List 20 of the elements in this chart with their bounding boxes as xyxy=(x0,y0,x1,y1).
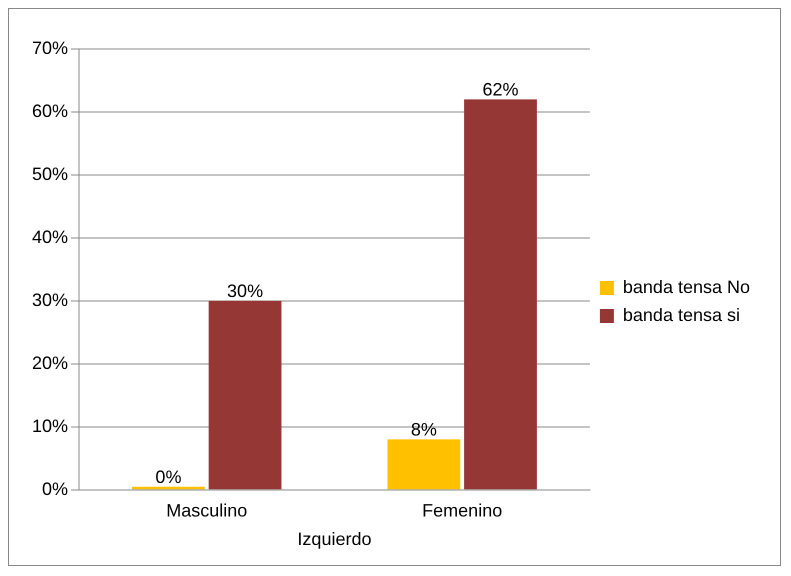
y-tick-label: 0% xyxy=(42,478,68,499)
y-tick-label: 70% xyxy=(32,38,68,58)
data-label: 62% xyxy=(482,79,519,100)
y-tick-label: 10% xyxy=(32,416,68,436)
y-tick-label: 40% xyxy=(32,226,68,247)
bar xyxy=(387,439,460,490)
x-tick-label: Masculino xyxy=(166,500,248,521)
legend-label: banda tensa si xyxy=(622,304,740,325)
y-tick-label: 50% xyxy=(32,164,68,184)
y-tick-label: 20% xyxy=(32,352,68,373)
y-tick-label: 30% xyxy=(32,290,68,310)
data-label: 8% xyxy=(410,419,437,440)
data-label: 30% xyxy=(227,280,264,301)
bar xyxy=(208,300,282,490)
bar xyxy=(464,99,537,490)
data-label: 0% xyxy=(155,466,182,487)
legend-label: banda tensa No xyxy=(622,276,750,297)
x-tick-label: Femenino xyxy=(422,500,502,521)
y-tick-label: 60% xyxy=(32,100,68,121)
x-axis-title: Izquierdo xyxy=(297,529,372,550)
